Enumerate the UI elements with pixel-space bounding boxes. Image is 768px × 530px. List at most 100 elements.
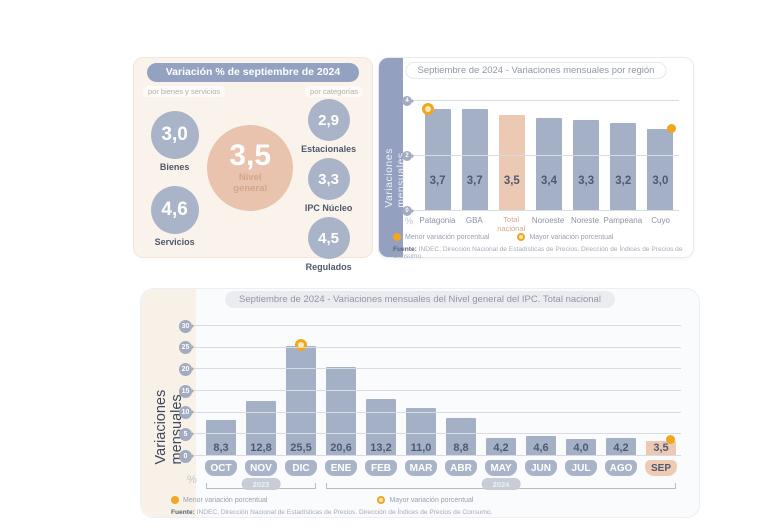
summary-group-labels: por bienes y servicios por categorías xyxy=(134,82,372,97)
bar-nov: 12,8 xyxy=(246,400,276,456)
bar-slot: 8,8 xyxy=(441,417,481,456)
bar-value-total-nacional: 3,5 xyxy=(503,175,520,187)
x-label-feb: FEB xyxy=(365,460,397,476)
metric-ipc-nucleo: 3,3 IPC Núcleo xyxy=(305,158,352,213)
x-label-slot: MAR xyxy=(401,460,441,476)
mayor-variacion-marker-icon xyxy=(421,103,434,116)
x-label-slot: JUN xyxy=(521,460,561,476)
y-tick-20: 20 xyxy=(179,362,194,376)
x-label-jul: JUL xyxy=(565,460,597,476)
bar-value-patagonia: 3,7 xyxy=(429,175,446,187)
x-label-slot: ENE xyxy=(321,460,361,476)
mayor-variacion-marker-icon xyxy=(517,233,526,241)
bar-slot: 12,8 xyxy=(241,400,281,456)
metric-servicios: 4,6 Servicios xyxy=(150,186,199,247)
bar-abr: 8,8 xyxy=(446,417,476,456)
gridline-20 xyxy=(193,368,681,370)
x-label-may: MAY xyxy=(485,460,517,476)
x-label-jun: JUN xyxy=(525,460,557,476)
source-prefix: Fuente: xyxy=(393,246,417,253)
bar-sep: 3,5 xyxy=(646,434,676,456)
bar-slot: 25,5 xyxy=(281,338,321,456)
bar-slot: 3,0 xyxy=(642,123,679,211)
mayor-variacion-label: Mayor variación porcentual xyxy=(389,496,474,504)
bar-value-noroeste: 3,4 xyxy=(540,175,557,187)
y-tick-0: 0 xyxy=(402,206,414,216)
bar-slot: 3,4 xyxy=(530,117,567,211)
monthly-plot-area: 8,3 12,8 25,5 20,6 13,2 11,0 8,8 4,2 4,6 4,0 4,2 3,… xyxy=(179,319,681,463)
legend-item-mayor: Mayor variación porcentual xyxy=(377,496,473,504)
x-label-slot: GBA xyxy=(456,216,493,233)
x-label-slot: SEP xyxy=(641,460,681,476)
categorias-column: 2,9 Estacionales 3,3 IPC Núcleo 4,5 Regu… xyxy=(293,97,364,272)
bar-slot: 3,5 xyxy=(641,434,681,456)
menor-variacion-marker-icon xyxy=(171,496,179,504)
gridline-25 xyxy=(193,346,681,348)
bar-jul: 4,0 xyxy=(566,438,596,456)
y-tick-4: 4 xyxy=(402,96,414,106)
bar-slot: 11,0 xyxy=(401,408,441,456)
legend-item-menor: Menor variación porcentual xyxy=(393,233,489,241)
bar-slot: 20,6 xyxy=(321,366,361,456)
bar-feb: 13,2 xyxy=(366,398,396,456)
bar-slot: 3,3 xyxy=(568,120,605,211)
ipc-nucleo-value-circle: 3,3 xyxy=(307,158,350,200)
x-label-total-nacional: Total nacional xyxy=(497,215,526,233)
gridline-5 xyxy=(193,433,681,435)
bar-may: 4,2 xyxy=(486,437,516,456)
x-label-ago: AGO xyxy=(605,460,637,476)
bar-value-jul: 4,0 xyxy=(573,442,589,454)
y-tick-5: 5 xyxy=(179,427,194,441)
region-yaxis-strip: Variaciones mensuales xyxy=(379,58,407,257)
x-label-nov: NOV xyxy=(245,460,277,476)
bar-slot: 4,0 xyxy=(561,438,601,456)
bar-noroeste: 3,4 xyxy=(535,117,562,211)
bar-total-nacional: 3,5 xyxy=(498,114,525,211)
menor-variacion-label: Menor variación porcentual xyxy=(405,233,490,241)
y-tick-15: 15 xyxy=(179,384,194,398)
gridline-4 xyxy=(411,100,679,101)
monthly-source-note: Fuente: INDEC, Dirección Nacional de Est… xyxy=(171,509,671,516)
monthly-chart-panel: Septiembre de 2024 - Variaciones mensual… xyxy=(140,288,700,518)
x-label-slot: Noreste xyxy=(567,216,604,233)
bar-value-pampeana: 3,2 xyxy=(615,175,632,187)
nivel-general-value: 3,5 xyxy=(229,139,272,173)
region-bars: 3,7 3,7 3,5 3,4 3,3 3,2 3,0 xyxy=(419,101,679,211)
x-label-cuyo: Cuyo xyxy=(651,216,670,225)
region-x-labels: Patagonia GBA Total nacional Noroeste Norest… xyxy=(419,215,679,233)
bar-value-noreste: 3,3 xyxy=(578,175,595,187)
menor-variacion-marker-icon xyxy=(666,434,675,444)
x-label-dic: DIC xyxy=(285,460,317,476)
bar-slot: 4,2 xyxy=(601,437,641,456)
region-chart-title: Septiembre de 2024 - Variaciones mensual… xyxy=(405,62,667,79)
x-label-ene: ENE xyxy=(325,460,357,476)
x-label-sep: SEP xyxy=(645,460,677,476)
y-tick-25: 25 xyxy=(179,341,194,355)
x-label-slot: NOV xyxy=(241,460,281,476)
bar-value-nov: 12,8 xyxy=(250,442,272,454)
gridline-0 xyxy=(411,210,679,211)
mayor-variacion-label: Mayor variación porcentual xyxy=(529,233,614,241)
bar-cuyo: 3,0 xyxy=(647,123,677,211)
legend-item-mayor: Mayor variación porcentual xyxy=(517,233,613,241)
x-label-slot: Total nacional xyxy=(493,215,530,233)
bar-slot: 8,3 xyxy=(201,420,241,456)
bar-ago: 4,2 xyxy=(606,437,636,456)
x-label-noreste: Noreste xyxy=(571,216,600,225)
bar-value-may: 4,2 xyxy=(493,442,509,454)
x-label-slot: OCT xyxy=(201,460,241,476)
nivel-general-column: 3,5 Nivel general xyxy=(207,97,294,272)
source-text: INDEC, Dirección Nacional de Estadística… xyxy=(194,509,493,516)
bar-slot: 3,2 xyxy=(605,123,642,211)
bar-pampeana: 3,2 xyxy=(610,123,637,211)
estacionales-label: Estacionales xyxy=(301,144,357,154)
mayor-variacion-marker-icon xyxy=(295,338,307,351)
monthly-legend: Menor variación porcentual Mayor variaci… xyxy=(171,496,473,504)
x-label-slot: Cuyo xyxy=(642,216,679,233)
summary-title: Variación % de septiembre de 2024 xyxy=(147,63,359,82)
metric-estacionales: 2,9 Estacionales xyxy=(301,99,356,154)
region-legend: Menor variación porcentual Mayor variaci… xyxy=(393,233,613,241)
nivel-general-label: Nivel general xyxy=(233,172,268,194)
monthly-x-labels: OCT NOV DIC ENE FEB MAR ABR MAY JUN JUL AGO SEP xyxy=(201,460,681,476)
